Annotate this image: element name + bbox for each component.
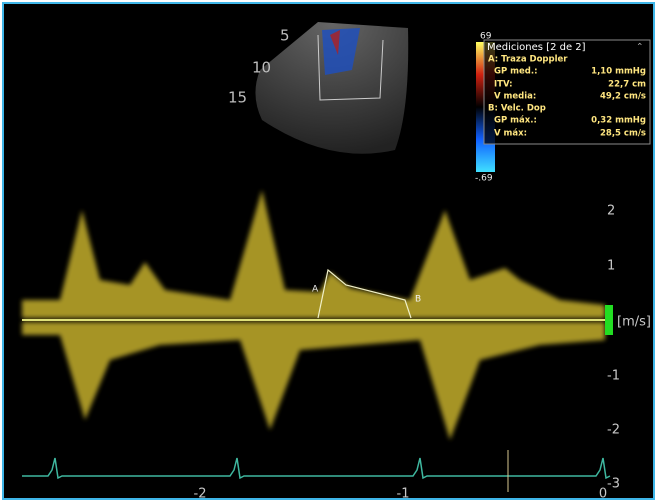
baseline-handle[interactable] bbox=[605, 305, 613, 335]
time-label: -2 bbox=[194, 487, 207, 502]
marker-label: B bbox=[415, 295, 421, 305]
collapse-icon[interactable]: ⌃ bbox=[636, 43, 644, 53]
row-value: 28,5 cm/s bbox=[600, 129, 646, 139]
group-name: A: Traza Doppler bbox=[488, 55, 568, 65]
measurement-panel: Mediciones [2 de 2] ⌃ A: Traza Doppler G… bbox=[484, 40, 650, 144]
ultrasound-screen: 5 10 15 69 -.69 Mediciones [2 de 2] ⌃ A:… bbox=[0, 0, 657, 502]
row-label: V media: bbox=[494, 92, 536, 102]
velocity-label: -1 bbox=[607, 369, 620, 384]
marker-label: A bbox=[312, 285, 319, 295]
group-name: B: Velc. Dop bbox=[488, 104, 546, 114]
depth-label: 15 bbox=[228, 89, 247, 107]
depth-label: 10 bbox=[252, 59, 271, 77]
time-label: 0 bbox=[599, 487, 607, 502]
row-value: 0,32 mmHg bbox=[591, 116, 646, 126]
velocity-label: -3 bbox=[607, 477, 620, 492]
row-value: 1,10 mmHg bbox=[591, 67, 646, 77]
row-label: ITV: bbox=[494, 80, 513, 90]
depth-label: 5 bbox=[280, 27, 290, 45]
row-label: V máx: bbox=[494, 129, 527, 139]
row-label: GP máx.: bbox=[494, 116, 537, 126]
velocity-label: 1 bbox=[607, 259, 615, 274]
page: {"sector":{"depth_labels":["5","10","15"… bbox=[0, 0, 657, 502]
row-value: 22,7 cm bbox=[608, 80, 646, 90]
color-min: -.69 bbox=[475, 174, 493, 184]
velocity-label: -2 bbox=[607, 423, 620, 438]
row-label: GP med.: bbox=[494, 67, 538, 77]
velocity-label: 2 bbox=[607, 204, 615, 219]
velocity-unit: [m/s] bbox=[617, 315, 651, 330]
row-value: 49,2 cm/s bbox=[600, 92, 646, 102]
panel-title: Mediciones [2 de 2] bbox=[487, 42, 586, 53]
time-label: -1 bbox=[397, 487, 410, 502]
